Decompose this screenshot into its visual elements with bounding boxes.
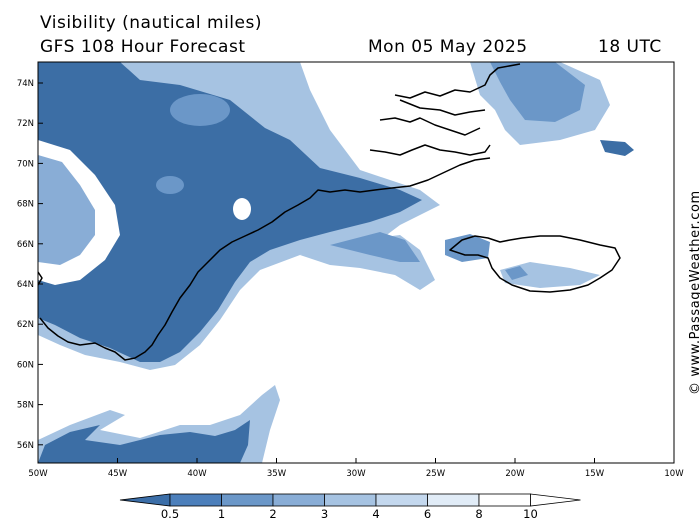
latitude-axis: 74N 72N 70N 68N 66N 64N 62N 60N 58N 56N [17,79,43,451]
lon-label: 10W [664,469,684,479]
lon-label: 40W [187,469,207,479]
iceland-coastline [449,235,621,293]
colorbar-segment [478,493,531,507]
fog-region-south-dark [38,420,250,463]
lon-label: 20W [505,469,525,479]
colorbar-segment [272,493,325,507]
colorbar-segment [375,493,428,507]
colorbar-extension-left [119,493,171,507]
light-pocket-2 [156,176,184,194]
forecast-time: 18 UTC [598,37,662,57]
colorbar-label: 4 [372,507,379,521]
colorbar-label: 8 [475,507,482,521]
colorbar-label: 6 [424,507,431,521]
colorbar-segment [427,493,480,507]
fog-patch-east [600,140,634,156]
lat-label: 56N [17,441,34,451]
lat-label: 62N [17,320,34,330]
fog-region-dark [38,62,422,362]
lat-label: 74N [17,79,34,89]
watermark: © www.PassageWeather.com [688,190,700,395]
colorbar-label: 1 [218,507,225,521]
colorbar-extension-right [530,493,581,507]
colorbar-segment [169,493,222,507]
light-pocket [170,94,230,126]
colorbar-label: 2 [269,507,276,521]
lon-label: 30W [346,469,366,479]
map-title: Visibility (nautical miles) [40,13,262,33]
lat-label: 66N [17,240,34,250]
lon-label: 45W [108,469,128,479]
lat-label: 60N [17,360,34,370]
fog-iceland-south [500,262,600,288]
visibility-field [38,62,634,463]
lat-label: 64N [17,280,34,290]
longitude-axis: 50W 45W 40W 35W 30W 25W 20W 15W 10W [28,458,684,479]
forecast-subtitle: GFS 108 Hour Forecast [40,37,246,57]
fog-band-south-dark [330,232,420,262]
colorbar-segment [324,493,377,507]
colorbar-label: 3 [321,507,328,521]
scoresby-sund-coast [369,117,491,156]
greenland-coastline [38,157,491,361]
colorbar: 0.5 1 2 3 4 6 8 10 [119,493,581,521]
lon-label: 15W [585,469,605,479]
lon-label: 25W [426,469,446,479]
lon-label: 35W [267,469,287,479]
fog-edge [38,155,95,265]
fog-region-northeast-dark [490,62,585,122]
lat-label: 72N [17,119,34,129]
colorbar-segment [221,493,274,507]
lat-label: 68N [17,200,34,210]
lat-label: 58N [17,401,34,411]
lat-label: 70N [17,159,34,169]
fog-iceland-south-dark [505,266,528,280]
colorbar-label: 0.5 [161,507,179,521]
lon-label: 50W [28,469,48,479]
clear-pocket-small [233,198,251,220]
forecast-date: Mon 05 May 2025 [368,37,528,57]
northeast-greenland-coast [394,63,521,116]
coastlines [38,63,621,361]
colorbar-label: 10 [523,507,538,521]
